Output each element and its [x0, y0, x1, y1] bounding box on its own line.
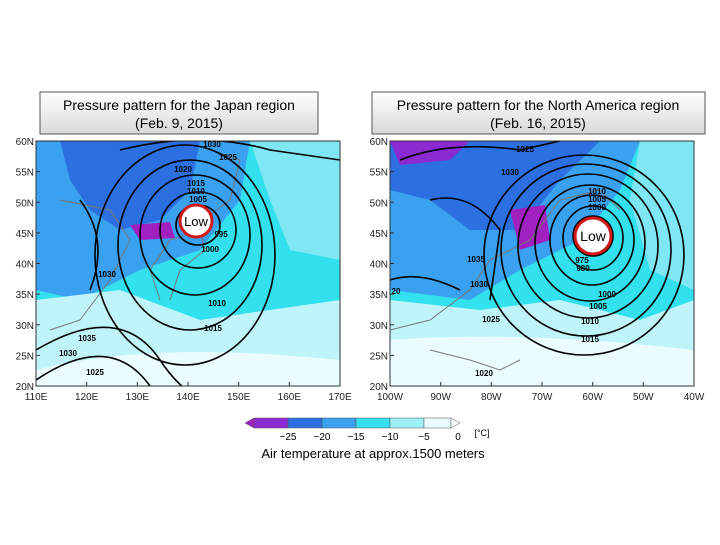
contour-label: 1030	[470, 280, 488, 289]
contour-label: 1030	[59, 349, 77, 358]
contour-label: 975	[575, 256, 589, 265]
contour-label: 1030	[203, 140, 221, 149]
low-marker	[178, 203, 214, 239]
panel-title: Pressure pattern for the Japan region	[63, 97, 295, 113]
lon-label: 80W	[481, 392, 502, 403]
contour-label: 1010	[581, 317, 599, 326]
contour-label: 1005	[589, 302, 607, 311]
lat-label: 45N	[16, 229, 34, 240]
lon-label: 160E	[278, 392, 302, 403]
contour-label: 1025	[219, 153, 237, 162]
colorbar-tick: −25	[280, 432, 297, 443]
lon-label: 100W	[377, 392, 404, 403]
contour-label: 1010	[187, 187, 205, 196]
contour-label: 980	[576, 264, 590, 273]
lat-label: 40N	[16, 260, 34, 271]
contour-label: 1010	[588, 187, 606, 196]
panel-date: (Feb. 16, 2015)	[490, 115, 586, 131]
contour-label: 1025	[516, 145, 534, 154]
lat-label: 30N	[16, 321, 34, 332]
contour-label: 1035	[467, 255, 485, 264]
colorbar-tick: −20	[314, 432, 331, 443]
lon-label: 170E	[328, 392, 352, 403]
contour-label: 1030	[501, 168, 519, 177]
title-box	[371, 91, 706, 135]
lat-label: 50N	[370, 198, 388, 209]
panel-date: (Feb. 9, 2015)	[135, 115, 223, 131]
lat-label: 45N	[370, 229, 388, 240]
lat-label: 35N	[16, 290, 34, 301]
lat-label: 55N	[370, 168, 388, 179]
contour-label: 1000	[201, 245, 219, 254]
contour-label: 1035	[78, 334, 96, 343]
lat-label: 25N	[370, 351, 388, 362]
contour-label: 1025	[482, 315, 500, 324]
lon-label: 90W	[430, 392, 451, 403]
contour-label: 995	[214, 230, 228, 239]
lat-label: 20N	[370, 382, 388, 393]
map-north-america	[390, 141, 694, 386]
contour-label: 1015	[204, 324, 222, 333]
colorbar	[244, 417, 461, 429]
contour-label: 1020	[174, 165, 192, 174]
title-box	[39, 91, 319, 135]
map-japan	[36, 141, 340, 386]
contour-label: 20	[392, 287, 401, 296]
lon-label: 120E	[75, 392, 99, 403]
lon-label: 140E	[176, 392, 200, 403]
colorbar-tick: −10	[382, 432, 399, 443]
lat-label: 60N	[16, 137, 34, 148]
lon-label: 40W	[684, 392, 705, 403]
low-label: Low	[580, 228, 607, 244]
lat-label: 55N	[16, 168, 34, 179]
lat-label: 60N	[370, 137, 388, 148]
caption: Air temperature at approx.1500 meters	[261, 446, 485, 461]
lat-label: 25N	[16, 351, 34, 362]
low-label: Low	[184, 214, 208, 229]
contour-label: 1030	[98, 270, 116, 279]
lon-label: 70W	[532, 392, 553, 403]
lat-label: 30N	[370, 321, 388, 332]
lon-label: 110E	[25, 392, 48, 403]
lat-label: 35N	[370, 290, 388, 301]
lon-label: 150E	[227, 392, 251, 403]
lon-label: 60W	[582, 392, 603, 403]
contour-label: 1005	[588, 195, 606, 204]
colorbar-tick: −5	[418, 432, 430, 443]
contour-label: 1000	[598, 290, 616, 299]
lat-label: 40N	[370, 260, 388, 271]
contour-label: 1015	[581, 335, 599, 344]
panel-title: Pressure pattern for the North America r…	[397, 97, 679, 113]
contour-label: 1015	[187, 179, 205, 188]
contour-label: 1020	[475, 369, 493, 378]
lat-label: 20N	[16, 382, 34, 393]
colorbar-unit: [°C]	[474, 428, 489, 438]
colorbar-tick: −15	[348, 432, 365, 443]
lat-label: 50N	[16, 198, 34, 209]
contour-label: 1000	[588, 203, 606, 212]
lon-label: 50W	[633, 392, 654, 403]
low-marker	[573, 216, 613, 256]
contour-label: 1025	[86, 368, 104, 377]
contour-label: 1010	[208, 299, 226, 308]
contour-label: 1005	[189, 195, 207, 204]
lon-label: 130E	[126, 392, 150, 403]
colorbar-tick: 0	[455, 432, 461, 443]
